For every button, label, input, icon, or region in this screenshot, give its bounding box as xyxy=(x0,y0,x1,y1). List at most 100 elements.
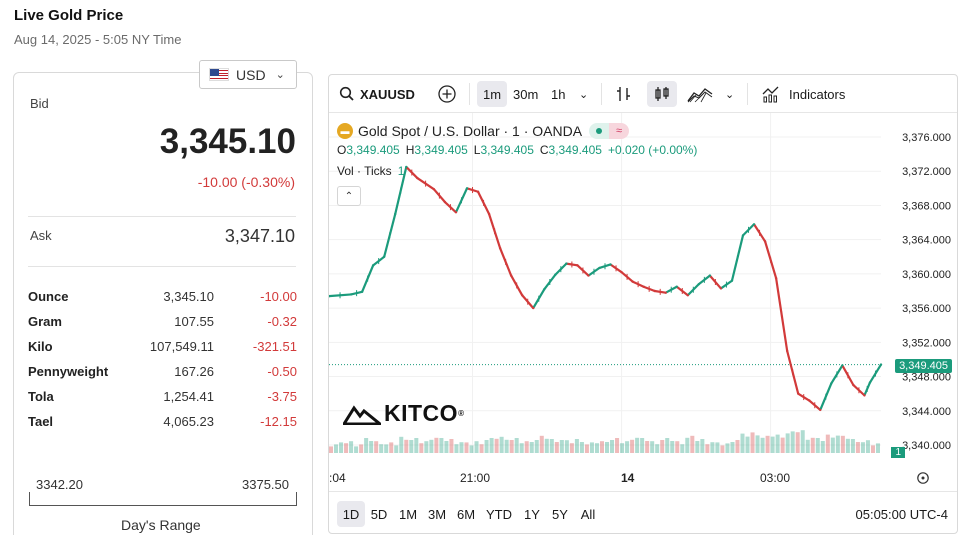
area-style-button[interactable] xyxy=(687,81,713,107)
volume-bar xyxy=(554,442,559,453)
indicators-button[interactable]: Indicators xyxy=(761,81,845,107)
bar-style-button[interactable] xyxy=(615,81,633,107)
price-point xyxy=(476,190,480,193)
range-5d[interactable]: 5D xyxy=(370,506,388,522)
interval-30m[interactable]: 30m xyxy=(513,86,539,102)
volume-bar xyxy=(494,438,499,453)
volume-bar xyxy=(539,435,544,453)
volume-bar xyxy=(419,443,424,453)
price-point xyxy=(774,276,778,280)
range-1m[interactable]: 1M xyxy=(398,506,418,522)
volume-bar xyxy=(665,438,670,453)
volume-bar xyxy=(785,433,790,453)
volume-bar xyxy=(564,440,569,453)
volume-bar xyxy=(459,442,464,453)
price-point xyxy=(879,363,883,366)
volume-bar xyxy=(840,435,845,453)
unit-change: -12.15 xyxy=(260,414,297,429)
volume-bar xyxy=(720,445,725,453)
volume-bar xyxy=(670,441,675,453)
reset-zoom-icon[interactable] xyxy=(916,471,930,485)
volume-bar xyxy=(569,443,574,453)
price-plot[interactable]: 3,376.000 3,372.000 3,368.000 3,364.000 3,36… xyxy=(329,113,958,493)
table-row: Tael 4,065.23 -12.15 xyxy=(28,414,298,439)
volume-bar xyxy=(339,442,344,453)
last-price-tag: 3,349.405 xyxy=(895,359,952,373)
volume-bar xyxy=(825,434,830,453)
price-point xyxy=(797,392,800,395)
volume-bar xyxy=(414,438,419,453)
unit-price: 107,549.11 xyxy=(149,339,214,354)
price-point xyxy=(576,264,579,267)
unit-price-table: Ounce 3,345.10 -10.00 Gram 107.55 -0.32 … xyxy=(28,289,298,439)
currency-select[interactable]: USD ⌄ xyxy=(199,60,297,89)
range-ytd[interactable]: YTD xyxy=(486,506,512,522)
table-row: Gram 107.55 -0.32 xyxy=(28,314,298,339)
unit-name: Gram xyxy=(28,314,62,329)
volume-bar xyxy=(745,436,750,453)
y-tick-label: 3,368.000 xyxy=(902,200,951,212)
price-point xyxy=(432,187,436,191)
volume-bar xyxy=(514,438,519,453)
volume-bar xyxy=(735,440,740,453)
unit-name: Tola xyxy=(28,389,54,404)
volume-bar xyxy=(710,442,715,453)
compare-button[interactable] xyxy=(437,81,457,107)
volume-bar xyxy=(805,439,810,453)
range-1y[interactable]: 1Y xyxy=(524,506,540,522)
y-tick-label: 3,360.000 xyxy=(902,269,951,281)
market-status-badge: ≈ xyxy=(589,123,630,139)
range-3m[interactable]: 3M xyxy=(427,506,447,522)
candles-style-button[interactable] xyxy=(647,81,677,107)
volume-bar xyxy=(439,438,444,453)
unit-price: 107.55 xyxy=(174,314,214,329)
price-point xyxy=(730,279,734,282)
range-1d[interactable]: 1D xyxy=(337,501,365,527)
price-point xyxy=(498,247,502,250)
price-point xyxy=(349,293,353,296)
volume-bar xyxy=(469,445,474,453)
volume-bar xyxy=(675,441,680,453)
volume-bar xyxy=(655,444,660,453)
volume-bar xyxy=(574,439,579,453)
volume-bar xyxy=(870,445,875,453)
volume-bar xyxy=(349,441,354,453)
range-5y[interactable]: 5Y xyxy=(552,506,568,522)
unit-change: -10.00 xyxy=(260,289,297,304)
volume-bar xyxy=(529,442,534,453)
range-6m[interactable]: 6M xyxy=(456,506,476,522)
gold-coin-icon: ▬ xyxy=(337,123,353,139)
volume-bar xyxy=(790,431,795,453)
price-point xyxy=(609,263,612,266)
volume-bar xyxy=(534,440,539,453)
collapse-legend-button[interactable]: ⌃ xyxy=(337,186,361,206)
volume-bar xyxy=(364,438,369,453)
interval-1m[interactable]: 1m xyxy=(477,81,507,107)
volume-bar xyxy=(394,445,399,453)
symbol-search[interactable]: XAUUSD xyxy=(339,81,415,107)
chevron-down-icon[interactable]: ⌄ xyxy=(579,88,589,101)
price-point xyxy=(587,274,590,277)
price-point xyxy=(830,382,833,385)
symbol-label: XAUUSD xyxy=(360,86,415,102)
chevron-down-icon[interactable]: ⌄ xyxy=(725,88,735,101)
ohlc-delta: +0.020 (+0.00%) xyxy=(607,143,698,157)
price-point xyxy=(763,240,767,243)
volume-bar xyxy=(755,435,760,453)
chart-legend-title: ▬ Gold Spot / U.S. Dollar · 1 · OANDA ≈ xyxy=(337,122,630,140)
price-point xyxy=(697,282,701,286)
interval-1h[interactable]: 1h xyxy=(551,86,566,102)
price-point xyxy=(521,294,524,297)
volume-bar xyxy=(650,441,655,453)
volume-bar xyxy=(800,430,805,453)
x-tick-label: :04 xyxy=(329,471,346,485)
volume-bar xyxy=(404,439,409,453)
price-point xyxy=(465,187,469,190)
range-all[interactable]: All xyxy=(580,506,596,522)
volume-bar xyxy=(329,446,334,453)
price-point xyxy=(631,280,634,283)
volume-bar xyxy=(584,444,589,453)
volume-bar xyxy=(519,443,524,453)
price-point xyxy=(785,349,789,353)
volume-bar xyxy=(855,442,860,453)
